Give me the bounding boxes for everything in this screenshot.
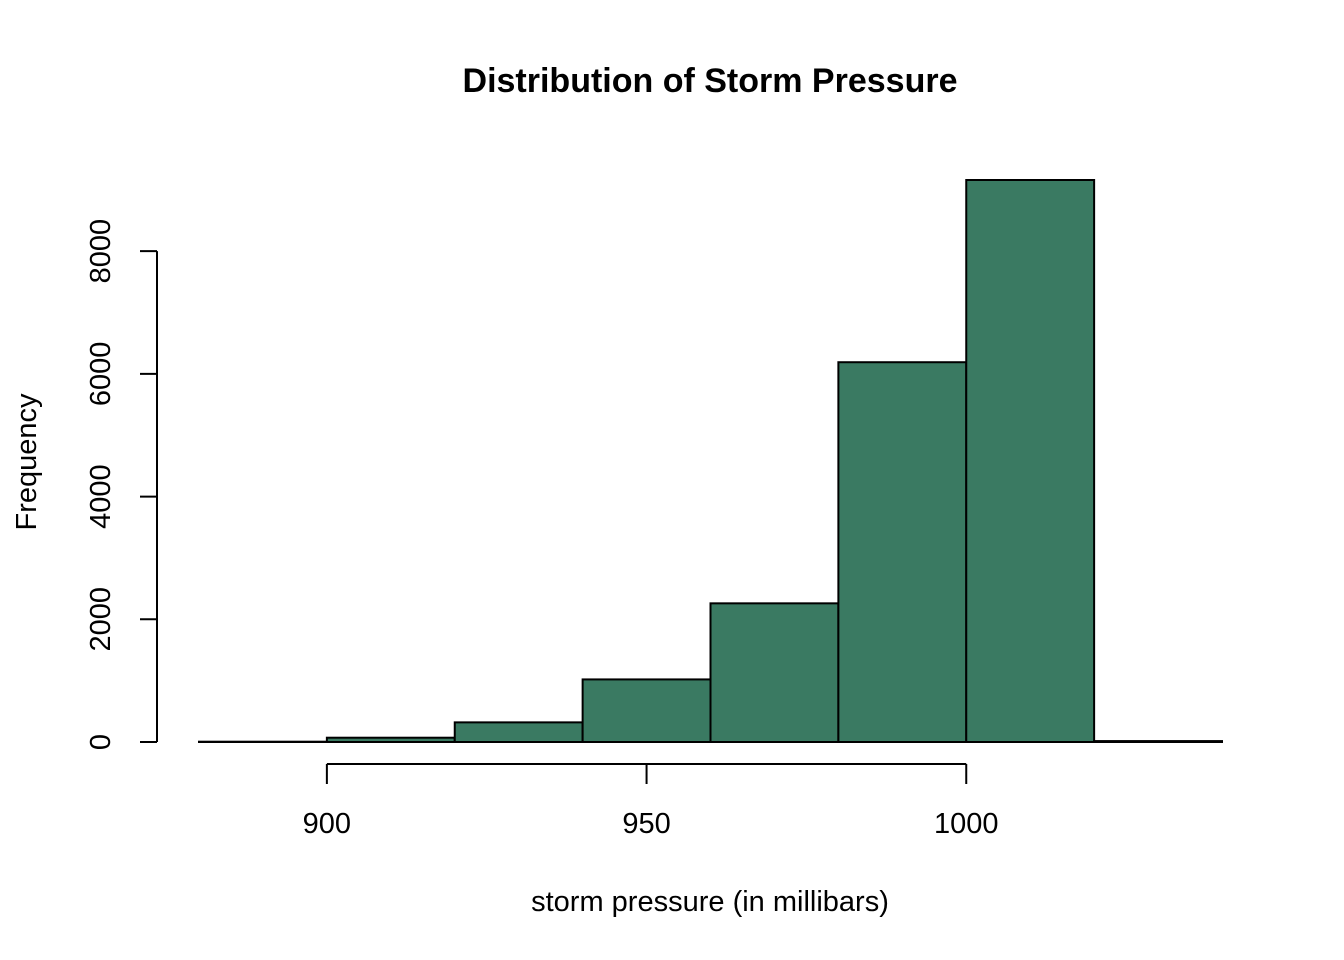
histogram-bar [709,602,840,744]
histogram-bar [965,179,1096,743]
histogram-bar [1093,740,1223,744]
x-tick-label: 900 [303,808,351,840]
x-tick-label: 1000 [934,808,999,840]
chart-title: Distribution of Storm Pressure [463,62,958,100]
y-axis: 0 2000 4000 6000 8000 [85,219,158,750]
x-axis-label: storm pressure (in millibars) [531,886,889,918]
y-tick-label: 0 [85,734,117,750]
histogram-bar [837,361,968,743]
x-tick-label: 950 [622,808,670,840]
y-tick-label: 2000 [85,587,117,652]
y-tick-label: 6000 [85,342,117,407]
histogram-bar [581,678,712,743]
y-axis-label: Frequency [11,393,43,531]
x-axis: 900 950 1000 [303,763,999,840]
histogram-bar [325,736,456,744]
bars-layer [198,179,1223,744]
histogram-bar [453,721,584,744]
y-tick-label: 8000 [85,219,117,284]
y-tick-label: 4000 [85,464,117,529]
